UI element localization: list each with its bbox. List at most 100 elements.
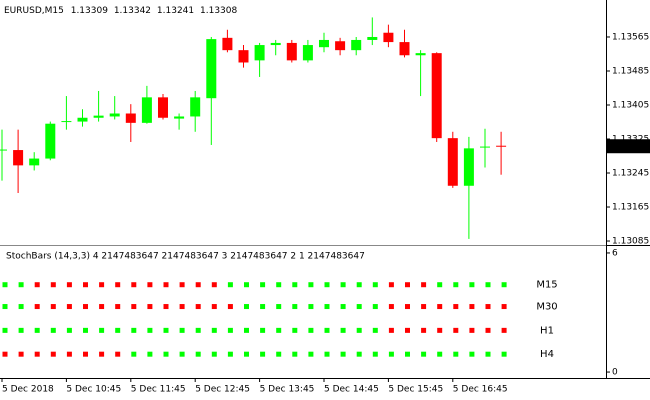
candle-body (351, 39, 362, 51)
state-dot (453, 351, 459, 357)
state-dot (308, 351, 314, 357)
candle-body (174, 116, 185, 119)
plot-layer: 1.135651.134851.134051.133251.132451.131… (0, 17, 650, 395)
state-dot (469, 327, 475, 333)
state-dot (388, 304, 394, 310)
state-dot (324, 351, 330, 357)
symbol: EURUSD,M15 (4, 6, 64, 16)
state-dot (372, 351, 378, 357)
state-dot (388, 282, 394, 288)
state-dot (99, 304, 105, 310)
state-dot (83, 304, 88, 310)
candle-body (190, 97, 201, 117)
state-dot (50, 351, 56, 357)
state-dot (421, 327, 427, 333)
state-dot (421, 282, 427, 288)
candle-body (415, 53, 426, 56)
state-dot (131, 351, 137, 357)
state-dot (18, 327, 24, 333)
state-dot (115, 304, 121, 310)
candle-body (431, 53, 442, 139)
state-dot (147, 327, 153, 333)
state-dot (211, 282, 217, 288)
state-dot (292, 351, 298, 357)
state-dot (340, 282, 346, 288)
state-dot (469, 282, 475, 288)
state-dot (195, 304, 201, 310)
state-dot (211, 327, 217, 333)
state-dot (179, 327, 185, 333)
state-dot (18, 304, 24, 310)
state-dot (485, 282, 491, 288)
y-tick-label: 0 (612, 368, 618, 378)
indicator-title: StochBars (14,3,3) 4 2147483647 21474836… (6, 252, 365, 262)
state-dot (34, 282, 40, 288)
state-dot (195, 351, 201, 357)
state-dot (131, 282, 137, 288)
state-dot (244, 327, 249, 333)
state-dot (147, 304, 153, 310)
y-tick-label: 1.13565 (612, 32, 649, 42)
state-dot (340, 304, 346, 310)
x-tick-label: 5 Dec 14:45 (324, 385, 379, 395)
state-dot (18, 351, 24, 357)
state-dot (83, 327, 88, 333)
state-dot (115, 327, 121, 333)
candle-body (302, 45, 313, 61)
state-dot (308, 327, 314, 333)
candle-body (335, 41, 346, 51)
state-dot (66, 304, 72, 310)
candle-body (367, 36, 378, 40)
state-dot (244, 351, 249, 357)
state-dot (195, 282, 201, 288)
state-dot (99, 327, 105, 333)
state-dot (131, 327, 137, 333)
state-dot (405, 282, 410, 288)
state-dot (437, 304, 443, 310)
candle-body (383, 32, 394, 43)
state-dot (308, 304, 314, 310)
state-dot (405, 304, 410, 310)
state-dot (276, 282, 282, 288)
state-dot (2, 351, 8, 357)
y-tick-label: 1.13085 (612, 237, 649, 247)
state-dot (211, 351, 217, 357)
state-dot (501, 282, 507, 288)
state-dot (485, 327, 491, 333)
last-high: 1.13342 (114, 6, 151, 16)
y-tick-label: 1.13405 (612, 100, 649, 110)
candle-body (45, 123, 56, 159)
y-tick-label: 1.13485 (612, 66, 649, 76)
legend-label: M30 (536, 302, 557, 313)
candle-body (206, 39, 217, 99)
y-tick-label: 1.13245 (612, 169, 649, 179)
state-dot (372, 282, 378, 288)
state-dot (34, 327, 40, 333)
state-dot (147, 351, 153, 357)
state-dot (34, 304, 40, 310)
state-dot (2, 327, 8, 333)
state-dot (163, 304, 169, 310)
legend-label: M15 (536, 280, 557, 291)
state-dot (324, 304, 330, 310)
candle-body (286, 42, 297, 61)
candle-body (158, 97, 168, 118)
state-dot (2, 282, 8, 288)
x-tick-label: 5 Dec 11:45 (131, 385, 186, 395)
state-dot (163, 282, 169, 288)
state-dot (50, 304, 56, 310)
state-dot (83, 351, 88, 357)
state-dot (66, 351, 72, 357)
state-dot (405, 327, 410, 333)
state-dot (179, 282, 185, 288)
state-dot (83, 282, 88, 288)
state-dot (34, 351, 40, 357)
x-tick-label: 5 Dec 15:45 (388, 385, 443, 395)
y-tick-label: 6 (612, 248, 618, 258)
state-dot (179, 304, 185, 310)
state-dot (163, 351, 169, 357)
state-dot (340, 351, 346, 357)
x-tick-label: 5 Dec 10:45 (66, 385, 121, 395)
state-dot (453, 304, 459, 310)
